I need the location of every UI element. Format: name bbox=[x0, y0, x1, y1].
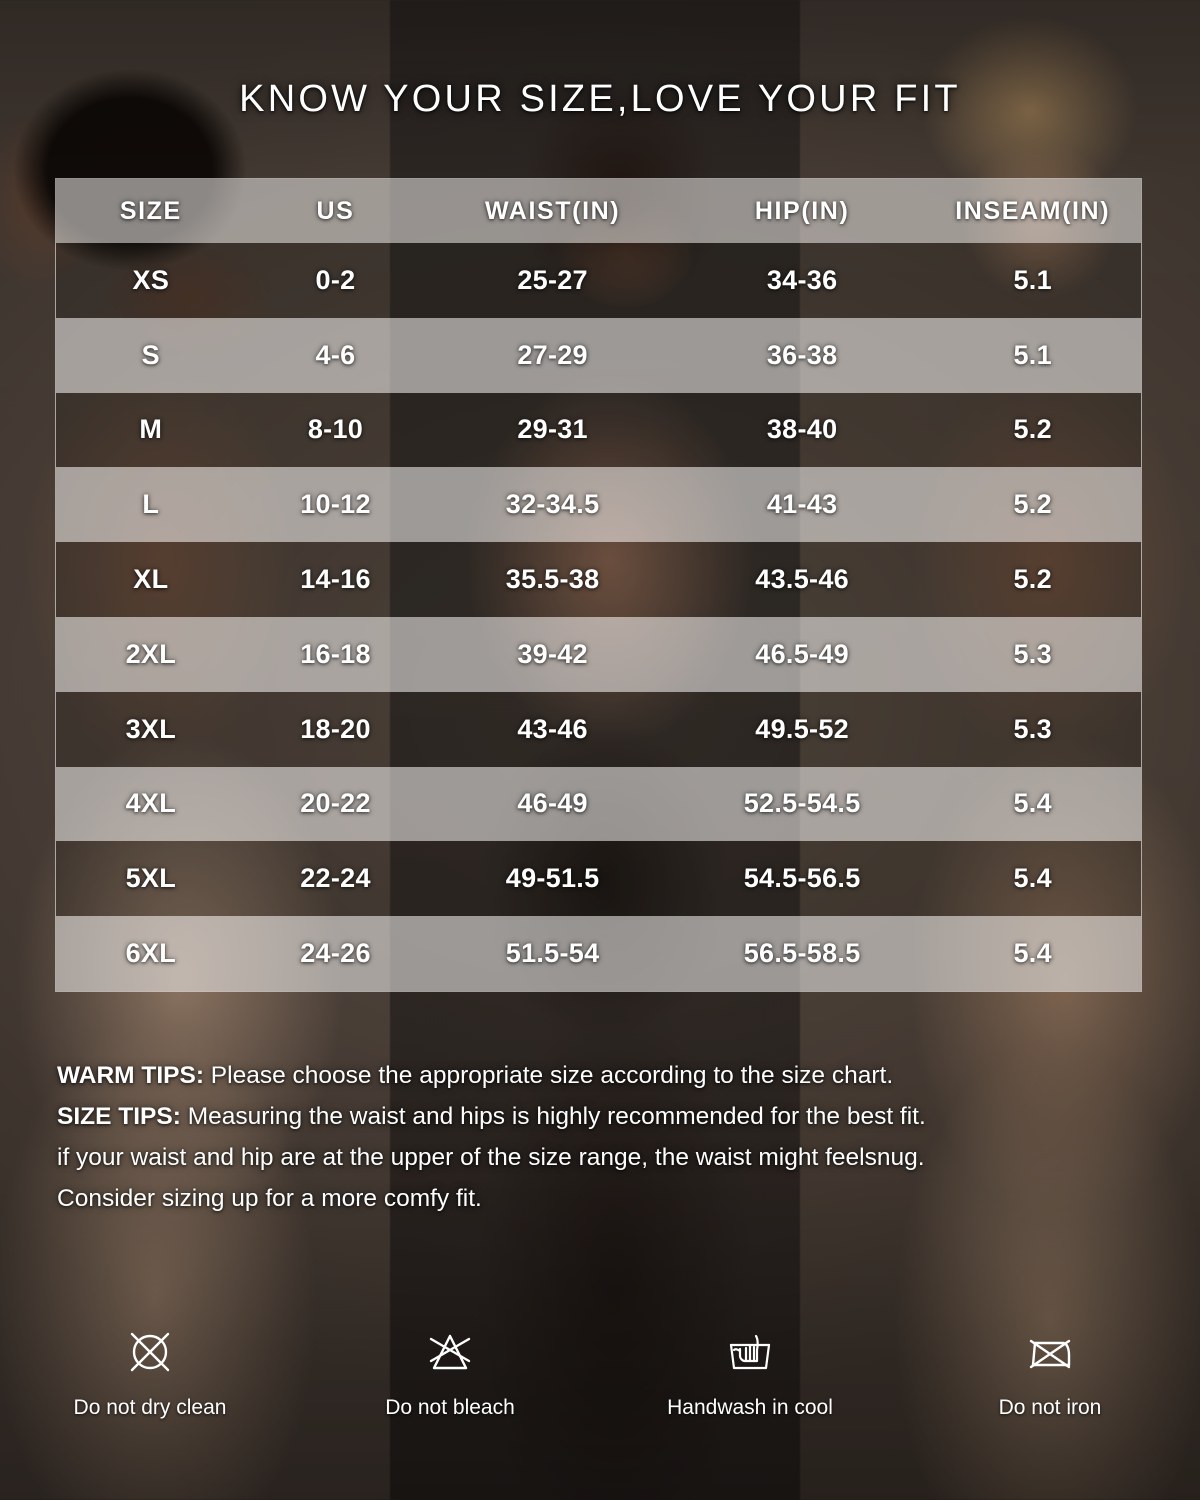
cell-waist: 27-29 bbox=[517, 339, 588, 370]
care-label: Do not bleach bbox=[385, 1396, 515, 1419]
cell-waist: 51.5-54 bbox=[505, 938, 600, 969]
size-tips-line-3: Consider sizing up for a more comfy fit. bbox=[57, 1185, 482, 1212]
tips-block: WARM TIPS: Please choose the appropriate… bbox=[57, 1055, 1147, 1219]
cell-waist: 46-49 bbox=[517, 788, 588, 819]
size-tips-line: SIZE TIPS: Measuring the waist and hips … bbox=[57, 1096, 1147, 1137]
cell-us: 16-18 bbox=[300, 638, 371, 669]
cell-size: L bbox=[142, 489, 160, 520]
cell-us: 20-22 bbox=[300, 788, 371, 819]
cell-us: 18-20 bbox=[300, 713, 371, 744]
cell-inseam: 5.4 bbox=[1013, 938, 1052, 969]
background-figure-center bbox=[390, 0, 820, 1500]
size-tips-text: Measuring the waist and hips is highly r… bbox=[180, 1103, 926, 1130]
warm-tips-label: WARM TIPS: bbox=[57, 1062, 204, 1089]
cell-inseam: 5.1 bbox=[1013, 264, 1052, 295]
cell-us: 14-16 bbox=[300, 564, 371, 595]
table-header-row: SIZE US WAIST(IN) HIP(IN) INSEAM(IN) bbox=[56, 179, 1141, 243]
do-not-dry-clean-icon bbox=[123, 1325, 177, 1379]
table-row: 6XL 24-26 51.5-54 56.5-58.5 5.4 bbox=[56, 916, 1141, 991]
cell-us: 4-6 bbox=[315, 339, 356, 370]
cell-waist: 49-51.5 bbox=[505, 863, 600, 894]
cell-size: 5XL bbox=[125, 863, 177, 894]
cell-hip: 52.5-54.5 bbox=[743, 788, 861, 819]
cell-hip: 34-36 bbox=[766, 264, 838, 295]
column-header-hip: HIP(IN) bbox=[754, 196, 850, 225]
cell-waist: 25-27 bbox=[517, 264, 588, 295]
table-row: XS 0-2 25-27 34-36 5.1 bbox=[56, 243, 1141, 318]
size-tips-line-2: if your waist and hip are at the upper o… bbox=[57, 1144, 925, 1171]
table-row: XL 14-16 35.5-38 43.5-46 5.2 bbox=[56, 542, 1141, 617]
table-row: 4XL 20-22 46-49 52.5-54.5 5.4 bbox=[56, 766, 1141, 842]
cell-inseam: 5.3 bbox=[1013, 638, 1052, 669]
cell-inseam: 5.2 bbox=[1013, 489, 1052, 520]
care-item-do-not-iron: Do not iron bbox=[900, 1325, 1200, 1420]
cell-inseam: 5.2 bbox=[1013, 414, 1052, 445]
cell-size: XL bbox=[133, 564, 169, 595]
cell-size: 2XL bbox=[125, 638, 177, 669]
cell-us: 24-26 bbox=[300, 938, 371, 969]
cell-us: 8-10 bbox=[307, 414, 364, 445]
size-chart-table: SIZE US WAIST(IN) HIP(IN) INSEAM(IN) XS … bbox=[55, 178, 1142, 992]
cell-size: 3XL bbox=[125, 713, 177, 744]
column-header-waist: WAIST(IN) bbox=[484, 196, 621, 225]
care-label: Do not iron bbox=[998, 1396, 1102, 1419]
cell-waist: 43-46 bbox=[517, 713, 588, 744]
warm-tips-line: WARM TIPS: Please choose the appropriate… bbox=[57, 1055, 1147, 1096]
cell-hip: 46.5-49 bbox=[755, 638, 849, 669]
column-header-size: SIZE bbox=[119, 196, 182, 225]
table-row: 3XL 18-20 43-46 49.5-52 5.3 bbox=[56, 691, 1141, 767]
table-row: S 4-6 27-29 36-38 5.1 bbox=[56, 317, 1141, 393]
care-item-handwash: Handwash in cool bbox=[600, 1325, 900, 1420]
do-not-iron-icon bbox=[1023, 1325, 1077, 1379]
cell-hip: 41-43 bbox=[766, 489, 838, 520]
do-not-bleach-icon bbox=[423, 1325, 477, 1379]
table-row: 2XL 16-18 39-42 46.5-49 5.3 bbox=[56, 616, 1141, 692]
cell-inseam: 5.1 bbox=[1013, 339, 1052, 370]
cell-waist: 32-34.5 bbox=[505, 489, 600, 520]
cell-hip: 49.5-52 bbox=[755, 713, 849, 744]
care-instructions: Do not dry clean Do not bleach Handwash bbox=[0, 1325, 1200, 1420]
table-row: M 8-10 29-31 38-40 5.2 bbox=[56, 392, 1141, 468]
cell-hip: 56.5-58.5 bbox=[743, 938, 861, 969]
cell-us: 10-12 bbox=[300, 489, 371, 520]
warm-tips-text: Please choose the appropriate size accor… bbox=[204, 1062, 894, 1089]
cell-size: XS bbox=[132, 264, 170, 295]
cell-hip: 43.5-46 bbox=[755, 564, 849, 595]
cell-size: 4XL bbox=[125, 788, 177, 819]
cell-size: 6XL bbox=[125, 938, 177, 969]
cell-waist: 39-42 bbox=[517, 638, 588, 669]
background-figure-left bbox=[0, 0, 400, 1500]
table-row: L 10-12 32-34.5 41-43 5.2 bbox=[56, 467, 1141, 543]
care-item-do-not-dry-clean: Do not dry clean bbox=[0, 1325, 300, 1420]
cell-us: 22-24 bbox=[300, 863, 371, 894]
cell-waist: 35.5-38 bbox=[505, 564, 600, 595]
cell-hip: 54.5-56.5 bbox=[743, 863, 861, 894]
cell-us: 0-2 bbox=[315, 264, 356, 295]
cell-size: S bbox=[141, 339, 160, 370]
care-label: Do not dry clean bbox=[73, 1396, 227, 1419]
cell-inseam: 5.4 bbox=[1013, 863, 1052, 894]
cell-size: M bbox=[139, 414, 163, 445]
cell-inseam: 5.3 bbox=[1013, 713, 1052, 744]
cell-hip: 38-40 bbox=[766, 414, 838, 445]
cell-hip: 36-38 bbox=[766, 339, 838, 370]
column-header-us: US bbox=[316, 196, 355, 225]
cell-inseam: 5.2 bbox=[1013, 564, 1052, 595]
handwash-icon bbox=[723, 1325, 777, 1379]
cell-waist: 29-31 bbox=[517, 414, 588, 445]
cell-inseam: 5.4 bbox=[1013, 788, 1052, 819]
page-title: KNOW YOUR SIZE,LOVE YOUR FIT bbox=[239, 78, 961, 120]
care-item-do-not-bleach: Do not bleach bbox=[300, 1325, 600, 1420]
table-row: 5XL 22-24 49-51.5 54.5-56.5 5.4 bbox=[56, 841, 1141, 917]
care-label: Handwash in cool bbox=[667, 1396, 833, 1419]
column-header-inseam: INSEAM(IN) bbox=[955, 196, 1111, 225]
background-figure-right bbox=[800, 0, 1200, 1500]
size-tips-label: SIZE TIPS: bbox=[57, 1103, 181, 1130]
